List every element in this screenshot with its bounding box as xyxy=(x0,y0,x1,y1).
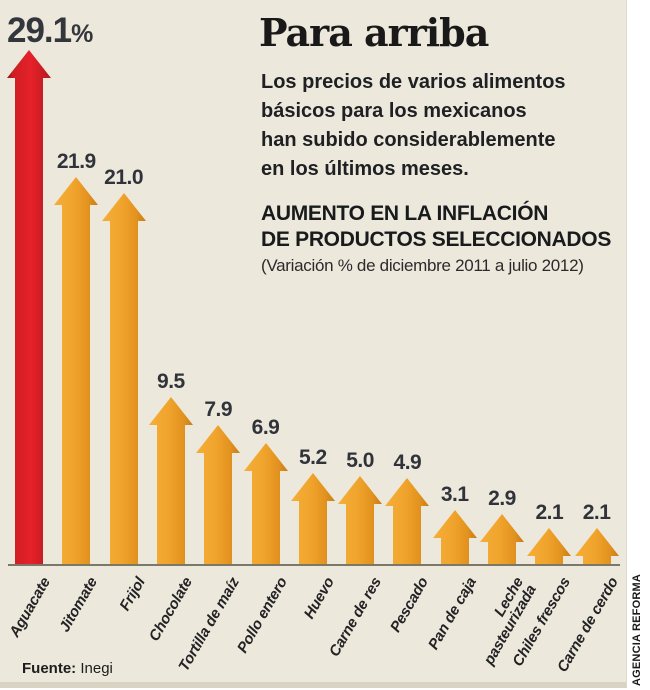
chart-heading: AUMENTO EN LA INFLACIÓN DE PRODUCTOS SEL… xyxy=(261,202,612,251)
bar-arrow xyxy=(338,476,383,565)
bar-value: 7.9 xyxy=(204,398,233,421)
source-value: Inegi xyxy=(80,660,113,677)
bar-category-label: Carne de res xyxy=(325,574,385,660)
bar-value: 2.1 xyxy=(535,501,564,524)
source-note: Fuente: Inegi xyxy=(22,660,113,677)
bar-value: 6.9 xyxy=(251,416,280,439)
bar-category-label: Aguacate xyxy=(6,574,54,641)
bar-value: 2.9 xyxy=(488,487,516,510)
bar-value: 5.0 xyxy=(346,449,374,472)
hero-value-number: 29.1 xyxy=(7,11,72,50)
chart-panel: 29.1% Para arriba Los precios de varios … xyxy=(0,0,627,688)
bar-value: 5.2 xyxy=(298,446,327,469)
bar-category-label: Chocolate xyxy=(145,574,196,645)
bar-category-label: Jitomate xyxy=(56,574,102,636)
bar-arrow xyxy=(243,443,288,565)
bar-value: 4.9 xyxy=(393,451,422,474)
chart-subtitle-note: (Variación % de diciembre 2011 a julio 2… xyxy=(261,256,584,275)
bar-arrow xyxy=(480,514,524,565)
bar-value: 21.0 xyxy=(104,166,144,189)
bar-category-label: Pollo entero xyxy=(233,574,291,656)
bar-value: 21.9 xyxy=(56,150,96,173)
bar-category-label: Pescado xyxy=(387,574,433,636)
agency-credit: AGENCIA REFORMA xyxy=(631,574,643,686)
bar-value: 3.1 xyxy=(440,483,469,506)
bar-arrow xyxy=(385,478,430,565)
bar-category-label: Frijol xyxy=(115,574,149,614)
bar-arrow xyxy=(574,528,619,565)
bar-arrow xyxy=(290,473,335,565)
page-title: Para arriba xyxy=(259,10,489,55)
bar-arrow xyxy=(527,528,572,565)
bar-category-label: Huevo xyxy=(300,574,338,622)
bar-arrow xyxy=(101,193,146,565)
hero-value: 29.1% xyxy=(7,11,93,51)
bar-value: 9.5 xyxy=(157,370,185,393)
bar-value: 2.1 xyxy=(582,501,611,524)
bar-category-label: Pan de caja xyxy=(424,574,480,653)
bar-arrow xyxy=(432,510,477,565)
bar-arrow xyxy=(196,425,241,565)
bar-arrow xyxy=(148,397,193,565)
source-label: Fuente: xyxy=(22,660,77,677)
bar-arrow xyxy=(54,177,99,565)
intro-text: Los precios de varios alimentos básicos … xyxy=(261,71,566,180)
hero-value-percent-sign: % xyxy=(71,20,94,48)
bar-arrow-highlight xyxy=(7,50,51,565)
chart-baseline xyxy=(8,564,620,566)
